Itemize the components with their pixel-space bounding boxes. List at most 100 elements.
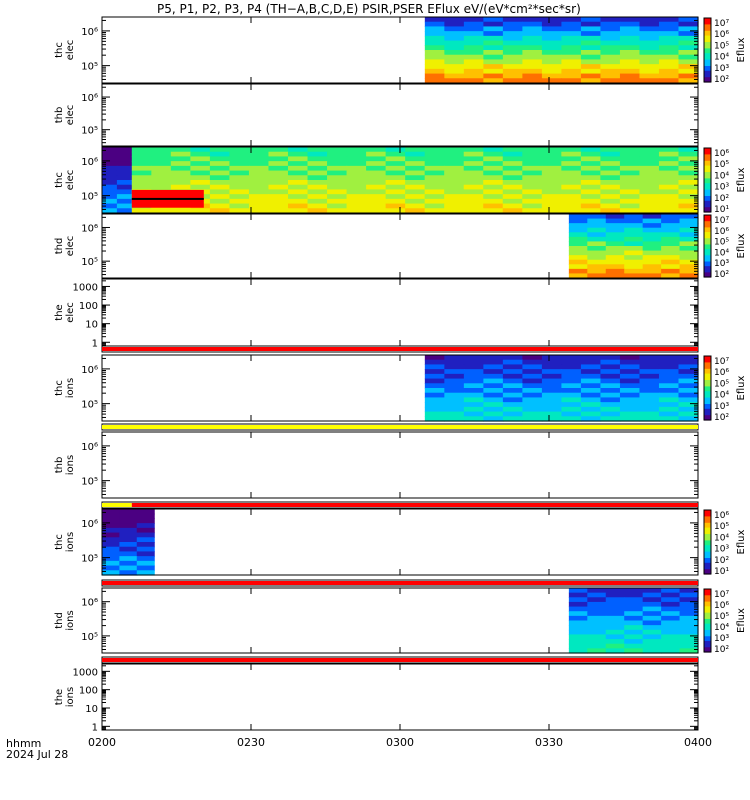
panel-3-pixel: [568, 264, 588, 270]
panel-7-pixel: [102, 527, 120, 534]
panel-5-pixel: [502, 373, 523, 380]
panel-2-pixel: [561, 203, 582, 209]
panel-8-pixel: [568, 634, 588, 640]
panel-5-pixel: [619, 416, 641, 422]
panel-5-pixel: [658, 359, 680, 366]
panel-0-colorbar-tick-label: 10⁴: [714, 53, 729, 63]
panel-2-pixel: [424, 203, 445, 209]
panel-5-colorbar-cell: [704, 413, 711, 416]
panel-8-colorbar-tick-label: 10⁷: [714, 590, 729, 600]
panel-2-pixel: [268, 203, 289, 209]
panel-2-pixel: [131, 165, 152, 172]
panel-5-pixel: [639, 406, 660, 413]
panel-8-colorbar-cell: [704, 614, 711, 617]
panel-2-pixel: [522, 147, 543, 153]
panel-3-pixel: [587, 227, 607, 233]
panel-0-pixel: [444, 31, 465, 37]
panel-8-pixel: [587, 639, 607, 645]
panel-5-pixel: [541, 355, 563, 361]
panel-2-pixel: [307, 170, 328, 176]
panel-2-pixel: [131, 180, 152, 186]
panel-5-colorbar-cell: [704, 376, 711, 379]
panel-0-pixel: [600, 50, 621, 56]
panel-5-pixel: [580, 392, 602, 399]
panel-8-colorbar-cell: [704, 644, 711, 647]
panel-5-colorbar-tick-label: 10⁴: [714, 391, 729, 401]
panel-2-pixel: [405, 203, 426, 209]
panel-8-pixel: [642, 620, 662, 626]
panel-5-pixel: [424, 411, 445, 417]
panel-2-pixel: [287, 180, 309, 186]
panel-7-background: [102, 509, 698, 575]
panel-5-colorbar-cell: [704, 405, 711, 408]
panel-2-pixel: [405, 175, 426, 181]
panel-5-pixel: [483, 378, 504, 384]
panel-5-pixel: [522, 355, 543, 361]
panel-3-pixel: [568, 273, 588, 279]
panel-2-pixel: [502, 198, 523, 205]
panel-5-pixel: [619, 392, 641, 399]
panel-2-colorbar-cell: [704, 151, 711, 154]
panel-0-pixel: [483, 17, 504, 23]
panel-2-pixel: [327, 189, 348, 195]
panel-7-label: ions: [65, 532, 76, 552]
panel-2-pixel: [483, 184, 504, 191]
panel-0-pixel: [522, 31, 543, 37]
panel-0-pixel: [522, 21, 543, 28]
panel-6-flag-bar: [102, 503, 132, 507]
panel-5-colorbar-label: Eflux: [736, 375, 747, 400]
panel-8-colorbar-cell: [704, 609, 711, 612]
panel-8-pixel: [642, 611, 662, 617]
panel-3-pixel: [624, 246, 644, 252]
panel-3-pixel: [568, 218, 588, 224]
panel-0-pixel: [678, 26, 699, 32]
panel-0-pixel: [483, 73, 504, 79]
panel-2-pixel: [248, 198, 270, 205]
panel-2-pixel: [327, 156, 348, 162]
panel-2-pixel: [116, 184, 133, 191]
panel-2-pixel: [502, 156, 523, 162]
panel-0-pixel: [463, 31, 484, 37]
panel-8-pixel: [587, 611, 607, 617]
panel-0-colorbar-cell: [704, 75, 711, 78]
panel-5-pixel: [424, 397, 445, 403]
panel-5-pixel: [522, 359, 543, 366]
panel-9-ytick-label: 100: [79, 686, 98, 697]
panel-8-colorbar-tick-label: 10⁵: [714, 612, 729, 622]
panel-0-pixel: [561, 45, 582, 51]
panel-2-colorbar-cell: [704, 202, 711, 205]
panel-2-pixel: [424, 170, 445, 176]
panel-8-colorbar-cell: [704, 637, 711, 640]
panel-2-pixel: [658, 198, 680, 205]
panel-2-pixel: [502, 175, 523, 181]
panel-5-pixel: [619, 397, 641, 403]
panel-0-pixel: [600, 54, 621, 61]
panel-0-pixel: [424, 54, 445, 61]
panel-8-colorbar-cell: [704, 618, 711, 622]
panel-5-pixel: [639, 411, 660, 417]
panel-0-pixel: [541, 68, 563, 75]
panel-0-colorbar-cell: [704, 53, 711, 56]
panel-0-pixel: [639, 68, 660, 75]
panel-2-pixel: [268, 170, 289, 176]
panel-0-pixel: [424, 45, 445, 51]
panel-0-colorbar-tick-label: 10⁵: [714, 41, 729, 51]
panel-5-pixel: [463, 378, 484, 384]
panel-5-pixel: [463, 392, 484, 399]
panel-2-label: elec: [65, 170, 76, 191]
panel-8-pixel: [661, 629, 681, 636]
panel-0-pixel: [658, 59, 680, 65]
panel-7-colorbar-cell: [704, 518, 711, 521]
panel-3-colorbar-cell: [704, 219, 711, 222]
panel-2-pixel: [346, 161, 367, 167]
panel-2-pixel: [229, 161, 250, 167]
panel-3-pixel: [568, 250, 588, 256]
panel-2-pixel: [102, 184, 118, 191]
panel-2-pixel: [102, 147, 118, 153]
panel-8-pixel: [679, 634, 699, 640]
panel-2-pixel: [541, 184, 562, 191]
panel-2-pixel: [307, 203, 328, 209]
panel-0-pixel: [580, 54, 602, 61]
panel-8-colorbar-cell: [704, 607, 711, 611]
panel-2-pixel: [658, 147, 680, 153]
